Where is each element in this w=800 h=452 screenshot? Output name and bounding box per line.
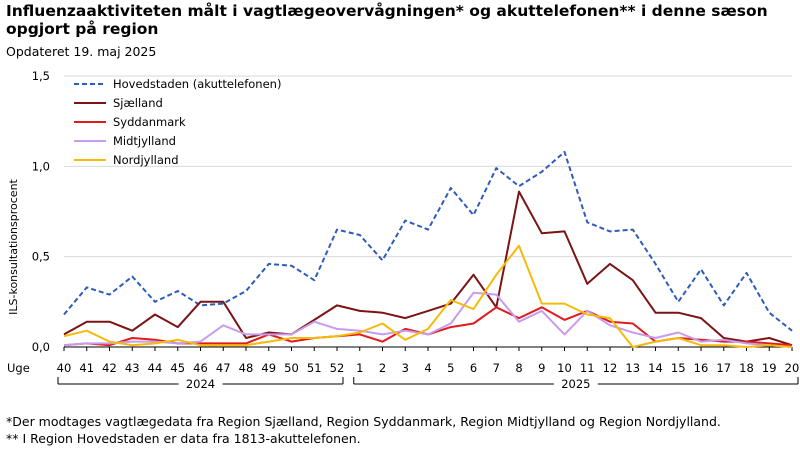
series-line [63, 291, 793, 348]
x-tick-label: 3 [402, 361, 409, 375]
x-tick-label: 41 [79, 361, 94, 375]
x-tick-label: 17 [716, 361, 731, 375]
x-tick-label: 19 [762, 361, 777, 375]
updated-date: Opdateret 19. maj 2025 [6, 44, 157, 59]
x-tick-label: 14 [648, 361, 663, 375]
series-line [63, 244, 793, 348]
x-tick-label: 18 [739, 361, 754, 375]
legend-label: Nordjylland [113, 153, 179, 167]
x-tick-label: 20 [785, 361, 800, 375]
legend-label: Midtjylland [113, 134, 176, 148]
footnote-2: ** I Region Hovedstaden er data fra 1813… [6, 431, 361, 446]
legend: Hovedstaden (akuttelefonen) Sjælland Sydda… [74, 77, 281, 167]
y-tick-label: 0,0 [32, 340, 50, 354]
y-axis-label: ILS-konsultationsprocent [7, 178, 20, 314]
x-axis-prefix: Uge [7, 361, 30, 375]
x-tick-label: 7 [493, 361, 500, 375]
year-label: 2024 [186, 377, 215, 391]
gridlines [64, 75, 792, 258]
x-tick-label: 49 [261, 361, 276, 375]
x-tick-label: 51 [307, 361, 322, 375]
x-tick-label: 16 [694, 361, 709, 375]
x-tick-label: 13 [625, 361, 640, 375]
x-axis: Uge 40 41 42 43 44 45 46 47 48 49 50 51 52 1 2 3 4 5 6 7 8 9 10… [7, 346, 800, 391]
y-tick-label: 1,5 [32, 69, 50, 83]
y-tick-label: 1,0 [32, 159, 50, 173]
x-tick-label: 6 [470, 361, 477, 375]
x-tick-label: 4 [424, 361, 431, 375]
y-tick-label: 0,5 [32, 250, 50, 264]
x-tick-label: 44 [148, 361, 163, 375]
x-tick-label: 5 [447, 361, 454, 375]
series-line [63, 190, 793, 347]
x-tick-label: 15 [671, 361, 686, 375]
x-tick-label: 45 [170, 361, 185, 375]
legend-label: Syddanmark [113, 115, 186, 129]
year-label: 2025 [561, 377, 590, 391]
x-tick-label: 2 [379, 361, 386, 375]
x-tick-label: 43 [125, 361, 140, 375]
legend-label: Hovedstaden (akuttelefonen) [113, 77, 281, 91]
x-tick-label: 52 [330, 361, 345, 375]
legend-label: Sjælland [113, 96, 163, 110]
y-axis: 0,0 0,5 1,0 1,5 [32, 69, 50, 354]
series-lines [63, 150, 793, 348]
series-line [63, 150, 793, 332]
x-tick-label: 48 [239, 361, 254, 375]
x-tick-label: 12 [603, 361, 618, 375]
x-tick-label: 9 [538, 361, 545, 375]
x-tick-label: 40 [57, 361, 72, 375]
x-tick-label: 10 [557, 361, 572, 375]
chart-title: Influenzaaktiviteten målt i vagtlægeover… [6, 2, 768, 38]
x-tick-label: 1 [356, 361, 363, 375]
x-tick-label: 50 [284, 361, 299, 375]
x-tick-label: 8 [515, 361, 522, 375]
x-tick-label: 42 [102, 361, 117, 375]
x-tick-label: 46 [193, 361, 208, 375]
x-tick-label: 11 [580, 361, 595, 375]
footnote-1: *Der modtages vagtlægedata fra Region Sj… [6, 414, 721, 429]
x-tick-label: 47 [216, 361, 231, 375]
